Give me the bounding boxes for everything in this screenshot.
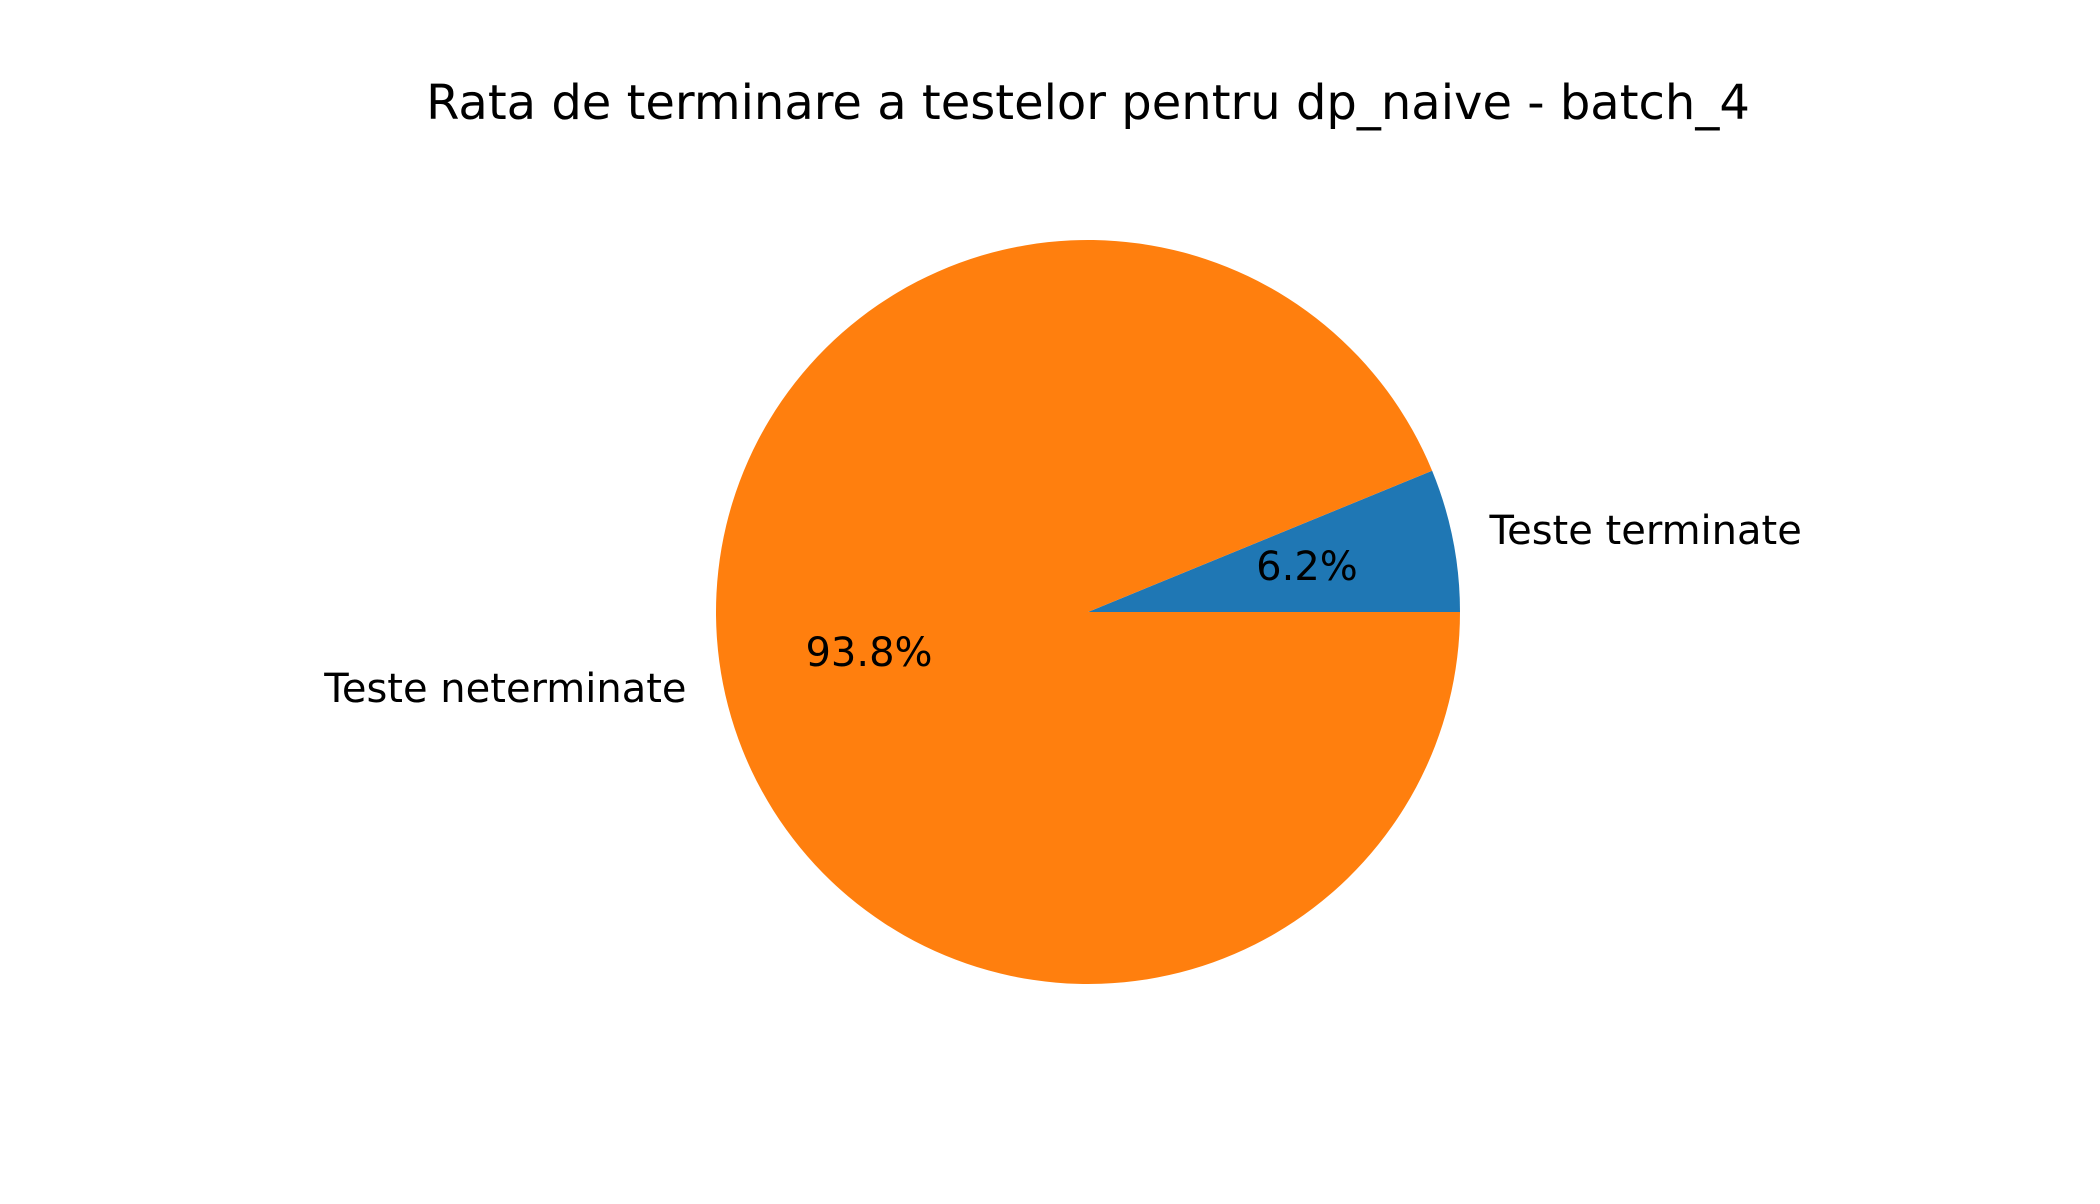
pie-slice-teste-terminate (1088, 470, 1460, 612)
pie-slice-teste-neterminate (716, 240, 1460, 985)
slice-label-teste-terminate: Teste terminate (1488, 508, 1801, 554)
pie-labels: Teste terminate 6.2% Teste neterminate 93.8… (323, 508, 1802, 712)
slice-percent-teste-neterminate: 93.8% (805, 630, 932, 676)
pie-slices (716, 240, 1460, 985)
slice-label-teste-neterminate: Teste neterminate (323, 666, 686, 712)
chart-title: Rata de terminare a testelor pentru dp_n… (426, 75, 1750, 131)
slice-percent-teste-terminate: 6.2% (1256, 544, 1358, 590)
